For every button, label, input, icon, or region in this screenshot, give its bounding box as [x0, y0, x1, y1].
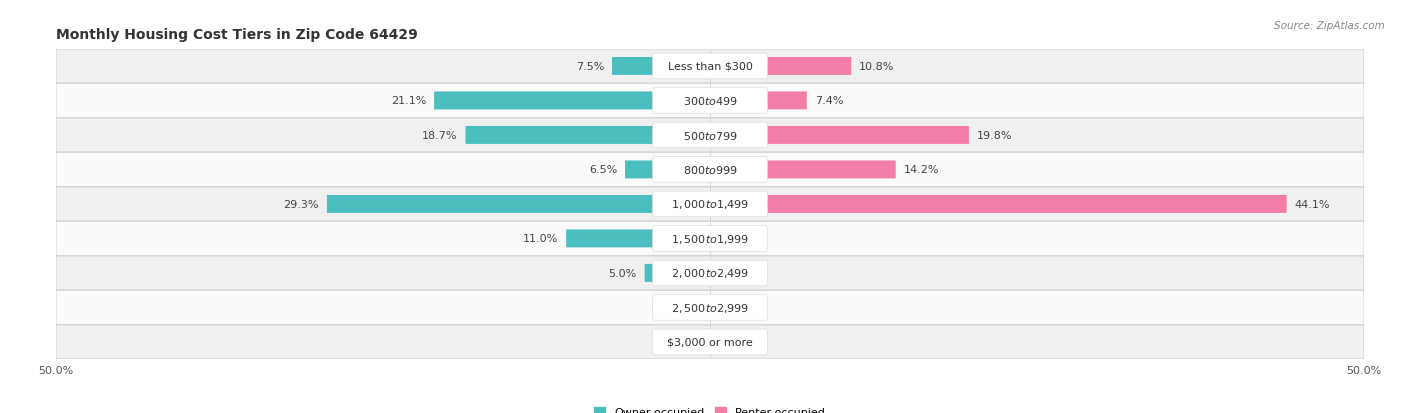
Text: 0.8%: 0.8%	[664, 303, 692, 313]
Text: 0.0%: 0.0%	[718, 337, 747, 347]
FancyBboxPatch shape	[710, 230, 724, 248]
Text: 10.8%: 10.8%	[859, 62, 894, 72]
FancyBboxPatch shape	[652, 226, 768, 252]
Text: 6.5%: 6.5%	[589, 165, 617, 175]
Text: 0.04%: 0.04%	[666, 337, 702, 347]
FancyBboxPatch shape	[652, 54, 768, 80]
Text: 7.4%: 7.4%	[814, 96, 844, 106]
Text: $300 to $499: $300 to $499	[682, 95, 738, 107]
FancyBboxPatch shape	[612, 58, 710, 76]
Text: 18.7%: 18.7%	[422, 131, 458, 140]
Text: 7.5%: 7.5%	[575, 62, 605, 72]
FancyBboxPatch shape	[56, 325, 1364, 359]
Text: $2,500 to $2,999: $2,500 to $2,999	[671, 301, 749, 314]
FancyBboxPatch shape	[652, 295, 768, 320]
Legend: Owner-occupied, Renter-occupied: Owner-occupied, Renter-occupied	[589, 403, 831, 413]
FancyBboxPatch shape	[56, 153, 1364, 187]
FancyBboxPatch shape	[56, 291, 1364, 325]
FancyBboxPatch shape	[652, 88, 768, 114]
Text: 0.0%: 0.0%	[718, 303, 747, 313]
Text: $1,000 to $1,499: $1,000 to $1,499	[671, 198, 749, 211]
FancyBboxPatch shape	[465, 127, 710, 145]
FancyBboxPatch shape	[652, 261, 768, 286]
Text: $2,000 to $2,499: $2,000 to $2,499	[671, 267, 749, 280]
Text: 11.0%: 11.0%	[523, 234, 558, 244]
Text: 0.0%: 0.0%	[718, 268, 747, 278]
FancyBboxPatch shape	[710, 127, 969, 145]
FancyBboxPatch shape	[652, 157, 768, 183]
FancyBboxPatch shape	[328, 195, 710, 214]
Text: Less than $300: Less than $300	[668, 62, 752, 72]
Text: $800 to $999: $800 to $999	[682, 164, 738, 176]
FancyBboxPatch shape	[56, 50, 1364, 84]
FancyBboxPatch shape	[434, 92, 710, 110]
FancyBboxPatch shape	[710, 195, 1286, 214]
Text: $500 to $799: $500 to $799	[682, 130, 738, 142]
Text: Source: ZipAtlas.com: Source: ZipAtlas.com	[1274, 21, 1385, 31]
FancyBboxPatch shape	[56, 84, 1364, 118]
FancyBboxPatch shape	[700, 299, 710, 317]
Text: 14.2%: 14.2%	[904, 165, 939, 175]
Text: 5.0%: 5.0%	[609, 268, 637, 278]
FancyBboxPatch shape	[710, 92, 807, 110]
FancyBboxPatch shape	[56, 188, 1364, 221]
Text: 21.1%: 21.1%	[391, 96, 426, 106]
Text: Monthly Housing Cost Tiers in Zip Code 64429: Monthly Housing Cost Tiers in Zip Code 6…	[56, 28, 418, 41]
FancyBboxPatch shape	[56, 222, 1364, 256]
FancyBboxPatch shape	[652, 123, 768, 148]
FancyBboxPatch shape	[644, 264, 710, 282]
Text: $3,000 or more: $3,000 or more	[668, 337, 752, 347]
FancyBboxPatch shape	[652, 329, 768, 355]
Text: 29.3%: 29.3%	[284, 199, 319, 209]
Text: 44.1%: 44.1%	[1295, 199, 1330, 209]
Text: $1,500 to $1,999: $1,500 to $1,999	[671, 233, 749, 245]
FancyBboxPatch shape	[56, 256, 1364, 290]
FancyBboxPatch shape	[567, 230, 710, 248]
FancyBboxPatch shape	[626, 161, 710, 179]
Text: 19.8%: 19.8%	[977, 131, 1012, 140]
FancyBboxPatch shape	[710, 161, 896, 179]
FancyBboxPatch shape	[652, 192, 768, 217]
Text: 1.1%: 1.1%	[733, 234, 761, 244]
FancyBboxPatch shape	[710, 58, 851, 76]
FancyBboxPatch shape	[56, 119, 1364, 152]
